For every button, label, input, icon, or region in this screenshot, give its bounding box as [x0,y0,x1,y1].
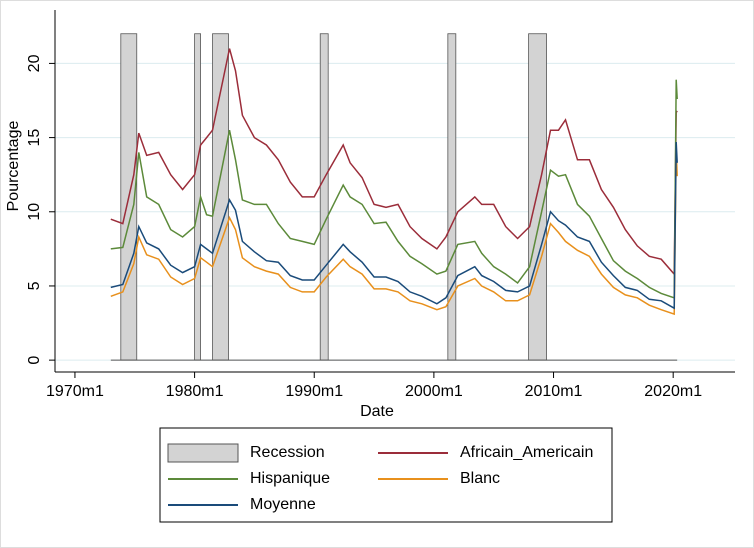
x-tick-label: 2010m1 [525,383,583,400]
recession-band [528,33,547,361]
legend-label: Blanc [460,470,500,487]
series-line [110,79,678,299]
x-tick-label: 2020m1 [644,383,702,400]
x-tick-label: 1970m1 [46,383,104,400]
legend-label: Hispanique [250,470,330,487]
y-tick-label: 0 [26,356,43,365]
x-axis-title: Date [360,403,394,420]
legend [159,427,613,523]
recession-band [319,33,329,361]
recession-band [194,33,201,361]
y-axis-title: Pourcentage [5,121,22,212]
y-tick-label: 5 [26,281,43,290]
series-line [110,141,678,310]
legend-label: Recession [250,444,325,461]
x-tick-label: 2000m1 [405,383,463,400]
x-tick-label: 1990m1 [285,383,343,400]
x-tick-label: 1980m1 [166,383,224,400]
y-tick-label: 20 [26,54,43,72]
legend-label: Africain_Americain [460,444,593,461]
y-tick-label: 10 [26,203,43,221]
series-line [110,149,678,316]
recession-band [447,33,457,361]
legend-swatch [167,443,239,463]
recession-band [212,33,229,361]
y-tick-label: 15 [26,129,43,147]
series-line [110,48,678,277]
legend-label: Moyenne [250,496,316,513]
